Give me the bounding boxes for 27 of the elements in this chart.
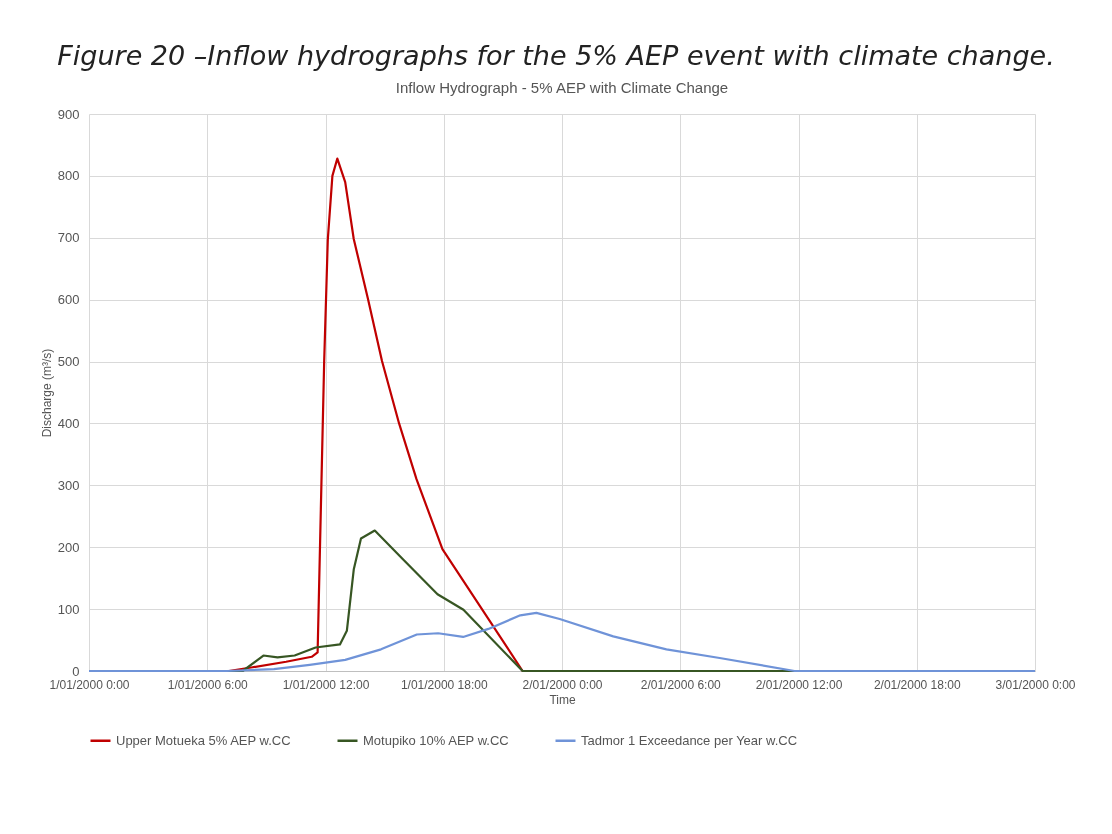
x-tick-label: 1/01/2000 12:00 xyxy=(282,677,370,692)
y-tick-label: 500 xyxy=(57,354,80,370)
y-tick-label: 900 xyxy=(57,106,80,122)
y-tick-label: 300 xyxy=(57,477,80,493)
x-tick-label: 2/01/2000 12:00 xyxy=(755,677,843,692)
legend-label: Motupiko 10% AEP w.CC xyxy=(363,732,509,748)
y-tick-label: 0 xyxy=(72,663,80,679)
y-tick-label: 100 xyxy=(57,601,80,617)
x-tick-label: 2/01/2000 0:00 xyxy=(522,677,603,692)
y-tick-label: 200 xyxy=(57,539,80,555)
x-tick-label: 1/01/2000 0:00 xyxy=(49,677,130,692)
x-tick-label: 2/01/2000 18:00 xyxy=(873,677,961,692)
x-tick-label: 1/01/2000 6:00 xyxy=(167,677,249,692)
caption: Figure 20 –Inflow hydrographs for the 5% AEP event with climate change. xyxy=(56,40,1056,71)
y-tick-label: 400 xyxy=(57,415,80,431)
x-tick-label: 2/01/2000 6:00 xyxy=(640,677,722,692)
y-tick-label: 700 xyxy=(57,230,80,246)
x-axis-title: Time xyxy=(549,692,576,707)
chart-title: Inflow Hydrograph - 5% AEP with Climate Change xyxy=(395,79,729,96)
legend-label: Upper Motueka 5% AEP w.CC xyxy=(116,732,291,748)
x-tick-label: 1/01/2000 18:00 xyxy=(400,677,488,692)
line-series xyxy=(87,611,1037,673)
legend-label: Tadmor 1 Exceedance per Year w.CC xyxy=(581,732,798,748)
x-tick-label: 3/01/2000 0:00 xyxy=(995,677,1076,692)
y-tick-label: 800 xyxy=(57,168,80,184)
y-axis-title: Discharge (m³/s) xyxy=(39,348,54,438)
y-tick-label: 600 xyxy=(57,292,80,308)
